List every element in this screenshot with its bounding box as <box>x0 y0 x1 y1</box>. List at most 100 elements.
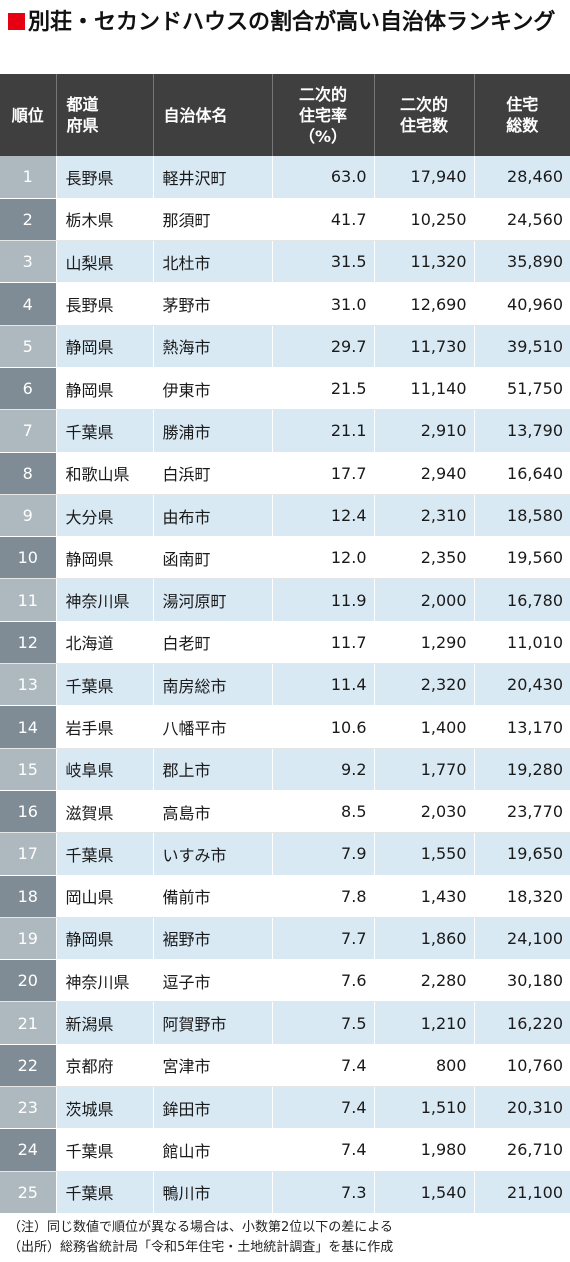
table-row: 14 岩手県 八幡平市 10.6 1,400 13,170 <box>0 705 570 749</box>
total-homes-cell: 19,560 <box>473 536 570 580</box>
rank-cell: 22 <box>0 1044 56 1088</box>
ratio-cell: 7.4 <box>271 1128 374 1172</box>
table-row: 10 静岡県 函南町 12.0 2,350 19,560 <box>0 536 570 580</box>
prefecture-cell: 千葉県 <box>55 1128 153 1172</box>
municipality-cell: 北杜市 <box>152 240 272 284</box>
second-homes-cell: 11,730 <box>373 325 474 368</box>
table-row: 6 静岡県 伊東市 21.5 11,140 51,750 <box>0 367 570 411</box>
ratio-cell: 21.1 <box>271 409 374 453</box>
table-row: 1 長野県 軽井沢町 63.0 17,940 28,460 <box>0 156 570 199</box>
header-total-homes: 住宅 総数 <box>473 74 570 156</box>
table-row: 3 山梨県 北杜市 31.5 11,320 35,890 <box>0 240 570 284</box>
ranking-table: 順位 都道 府県 自治体名 二次的 住宅率 （%） 二次的 住宅数 住宅 総数 1 長野県軽… <box>0 74 570 1214</box>
ratio-cell: 10.6 <box>271 705 374 749</box>
municipality-cell: 熱海市 <box>152 325 272 368</box>
prefecture-cell: 岡山県 <box>55 875 153 918</box>
second-homes-cell: 800 <box>373 1044 474 1088</box>
ratio-cell: 7.9 <box>271 832 374 876</box>
ratio-cell: 63.0 <box>271 156 374 199</box>
second-homes-cell: 1,980 <box>373 1128 474 1172</box>
municipality-cell: 鉾田市 <box>152 1086 272 1130</box>
second-homes-cell: 2,910 <box>373 409 474 453</box>
second-homes-cell: 2,030 <box>373 790 474 834</box>
prefecture-cell: 岩手県 <box>55 705 153 749</box>
prefecture-cell: 北海道 <box>55 621 153 665</box>
total-homes-cell: 13,790 <box>473 409 570 453</box>
prefecture-cell: 千葉県 <box>55 663 153 707</box>
table-row: 5 静岡県 熱海市 29.7 11,730 39,510 <box>0 325 570 368</box>
table-header-row: 順位 都道 府県 自治体名 二次的 住宅率 （%） 二次的 住宅数 住宅 総数 <box>0 74 570 156</box>
second-homes-cell: 2,000 <box>373 578 474 622</box>
rank-cell: 19 <box>0 917 56 961</box>
municipality-cell: 館山市 <box>152 1128 272 1172</box>
second-homes-cell: 1,770 <box>373 748 474 791</box>
total-homes-cell: 13,170 <box>473 705 570 749</box>
table-row: 2 栃木県 那須町 41.7 10,250 24,560 <box>0 198 570 242</box>
second-homes-cell: 1,400 <box>373 705 474 749</box>
rank-cell: 6 <box>0 367 56 411</box>
rank-cell: 4 <box>0 282 56 326</box>
ratio-cell: 12.4 <box>271 494 374 538</box>
table-row: 13 千葉県 南房総市 11.4 2,320 20,430 <box>0 663 570 707</box>
rank-cell: 15 <box>0 748 56 791</box>
ratio-cell: 41.7 <box>271 198 374 242</box>
second-homes-cell: 1,860 <box>373 917 474 961</box>
total-homes-cell: 24,560 <box>473 198 570 242</box>
ratio-cell: 11.7 <box>271 621 374 665</box>
second-homes-cell: 1,540 <box>373 1171 474 1214</box>
second-homes-cell: 2,310 <box>373 494 474 538</box>
second-homes-cell: 11,140 <box>373 367 474 411</box>
rank-cell: 11 <box>0 578 56 622</box>
total-homes-cell: 11,010 <box>473 621 570 665</box>
table-row: 20 神奈川県 逗子市 7.6 2,280 30,180 <box>0 959 570 1003</box>
footnote-source: （出所）総務省統計局「令和5年住宅・土地統計調査」を基に作成 <box>8 1239 394 1255</box>
prefecture-cell: 千葉県 <box>55 832 153 876</box>
municipality-cell: 宮津市 <box>152 1044 272 1088</box>
municipality-cell: 白老町 <box>152 621 272 665</box>
rank-cell: 8 <box>0 452 56 495</box>
second-homes-cell: 2,280 <box>373 959 474 1003</box>
prefecture-cell: 静岡県 <box>55 917 153 961</box>
municipality-cell: 函南町 <box>152 536 272 580</box>
table-row: 12 北海道 白老町 11.7 1,290 11,010 <box>0 621 570 665</box>
header-second-homes: 二次的 住宅数 <box>373 74 474 156</box>
ratio-cell: 8.5 <box>271 790 374 834</box>
prefecture-cell: 神奈川県 <box>55 959 153 1003</box>
prefecture-cell: 静岡県 <box>55 536 153 580</box>
municipality-cell: 由布市 <box>152 494 272 538</box>
total-homes-cell: 26,710 <box>473 1128 570 1172</box>
municipality-cell: 那須町 <box>152 198 272 242</box>
ratio-cell: 7.4 <box>271 1086 374 1130</box>
municipality-cell: 南房総市 <box>152 663 272 707</box>
prefecture-cell: 長野県 <box>55 282 153 326</box>
municipality-cell: 備前市 <box>152 875 272 918</box>
ratio-cell: 11.4 <box>271 663 374 707</box>
header-ratio: 二次的 住宅率 （%） <box>271 74 374 156</box>
second-homes-cell: 2,320 <box>373 663 474 707</box>
municipality-cell: 湯河原町 <box>152 578 272 622</box>
second-homes-cell: 1,510 <box>373 1086 474 1130</box>
rank-cell: 9 <box>0 494 56 538</box>
total-homes-cell: 20,310 <box>473 1086 570 1130</box>
ratio-cell: 31.5 <box>271 240 374 284</box>
second-homes-cell: 12,690 <box>373 282 474 326</box>
header-rank: 順位 <box>0 74 56 156</box>
rank-cell: 10 <box>0 536 56 580</box>
total-homes-cell: 23,770 <box>473 790 570 834</box>
total-homes-cell: 16,640 <box>473 452 570 495</box>
header-prefecture: 都道 府県 <box>55 74 153 156</box>
ratio-cell: 7.5 <box>271 1001 374 1045</box>
table-row: 16 滋賀県 高島市 8.5 2,030 23,770 <box>0 790 570 834</box>
table-row: 21 新潟県 阿賀野市 7.5 1,210 16,220 <box>0 1001 570 1045</box>
second-homes-cell: 1,210 <box>373 1001 474 1045</box>
rank-cell: 3 <box>0 240 56 284</box>
prefecture-cell: 滋賀県 <box>55 790 153 834</box>
municipality-cell: 逗子市 <box>152 959 272 1003</box>
municipality-cell: 高島市 <box>152 790 272 834</box>
total-homes-cell: 20,430 <box>473 663 570 707</box>
ratio-cell: 7.6 <box>271 959 374 1003</box>
table-row: 9 大分県 由布市 12.4 2,310 18,580 <box>0 494 570 538</box>
municipality-cell: いすみ市 <box>152 832 272 876</box>
table-row: 15 岐阜県 郡上市 9.2 1,770 19,280 <box>0 748 570 791</box>
ratio-cell: 9.2 <box>271 748 374 791</box>
